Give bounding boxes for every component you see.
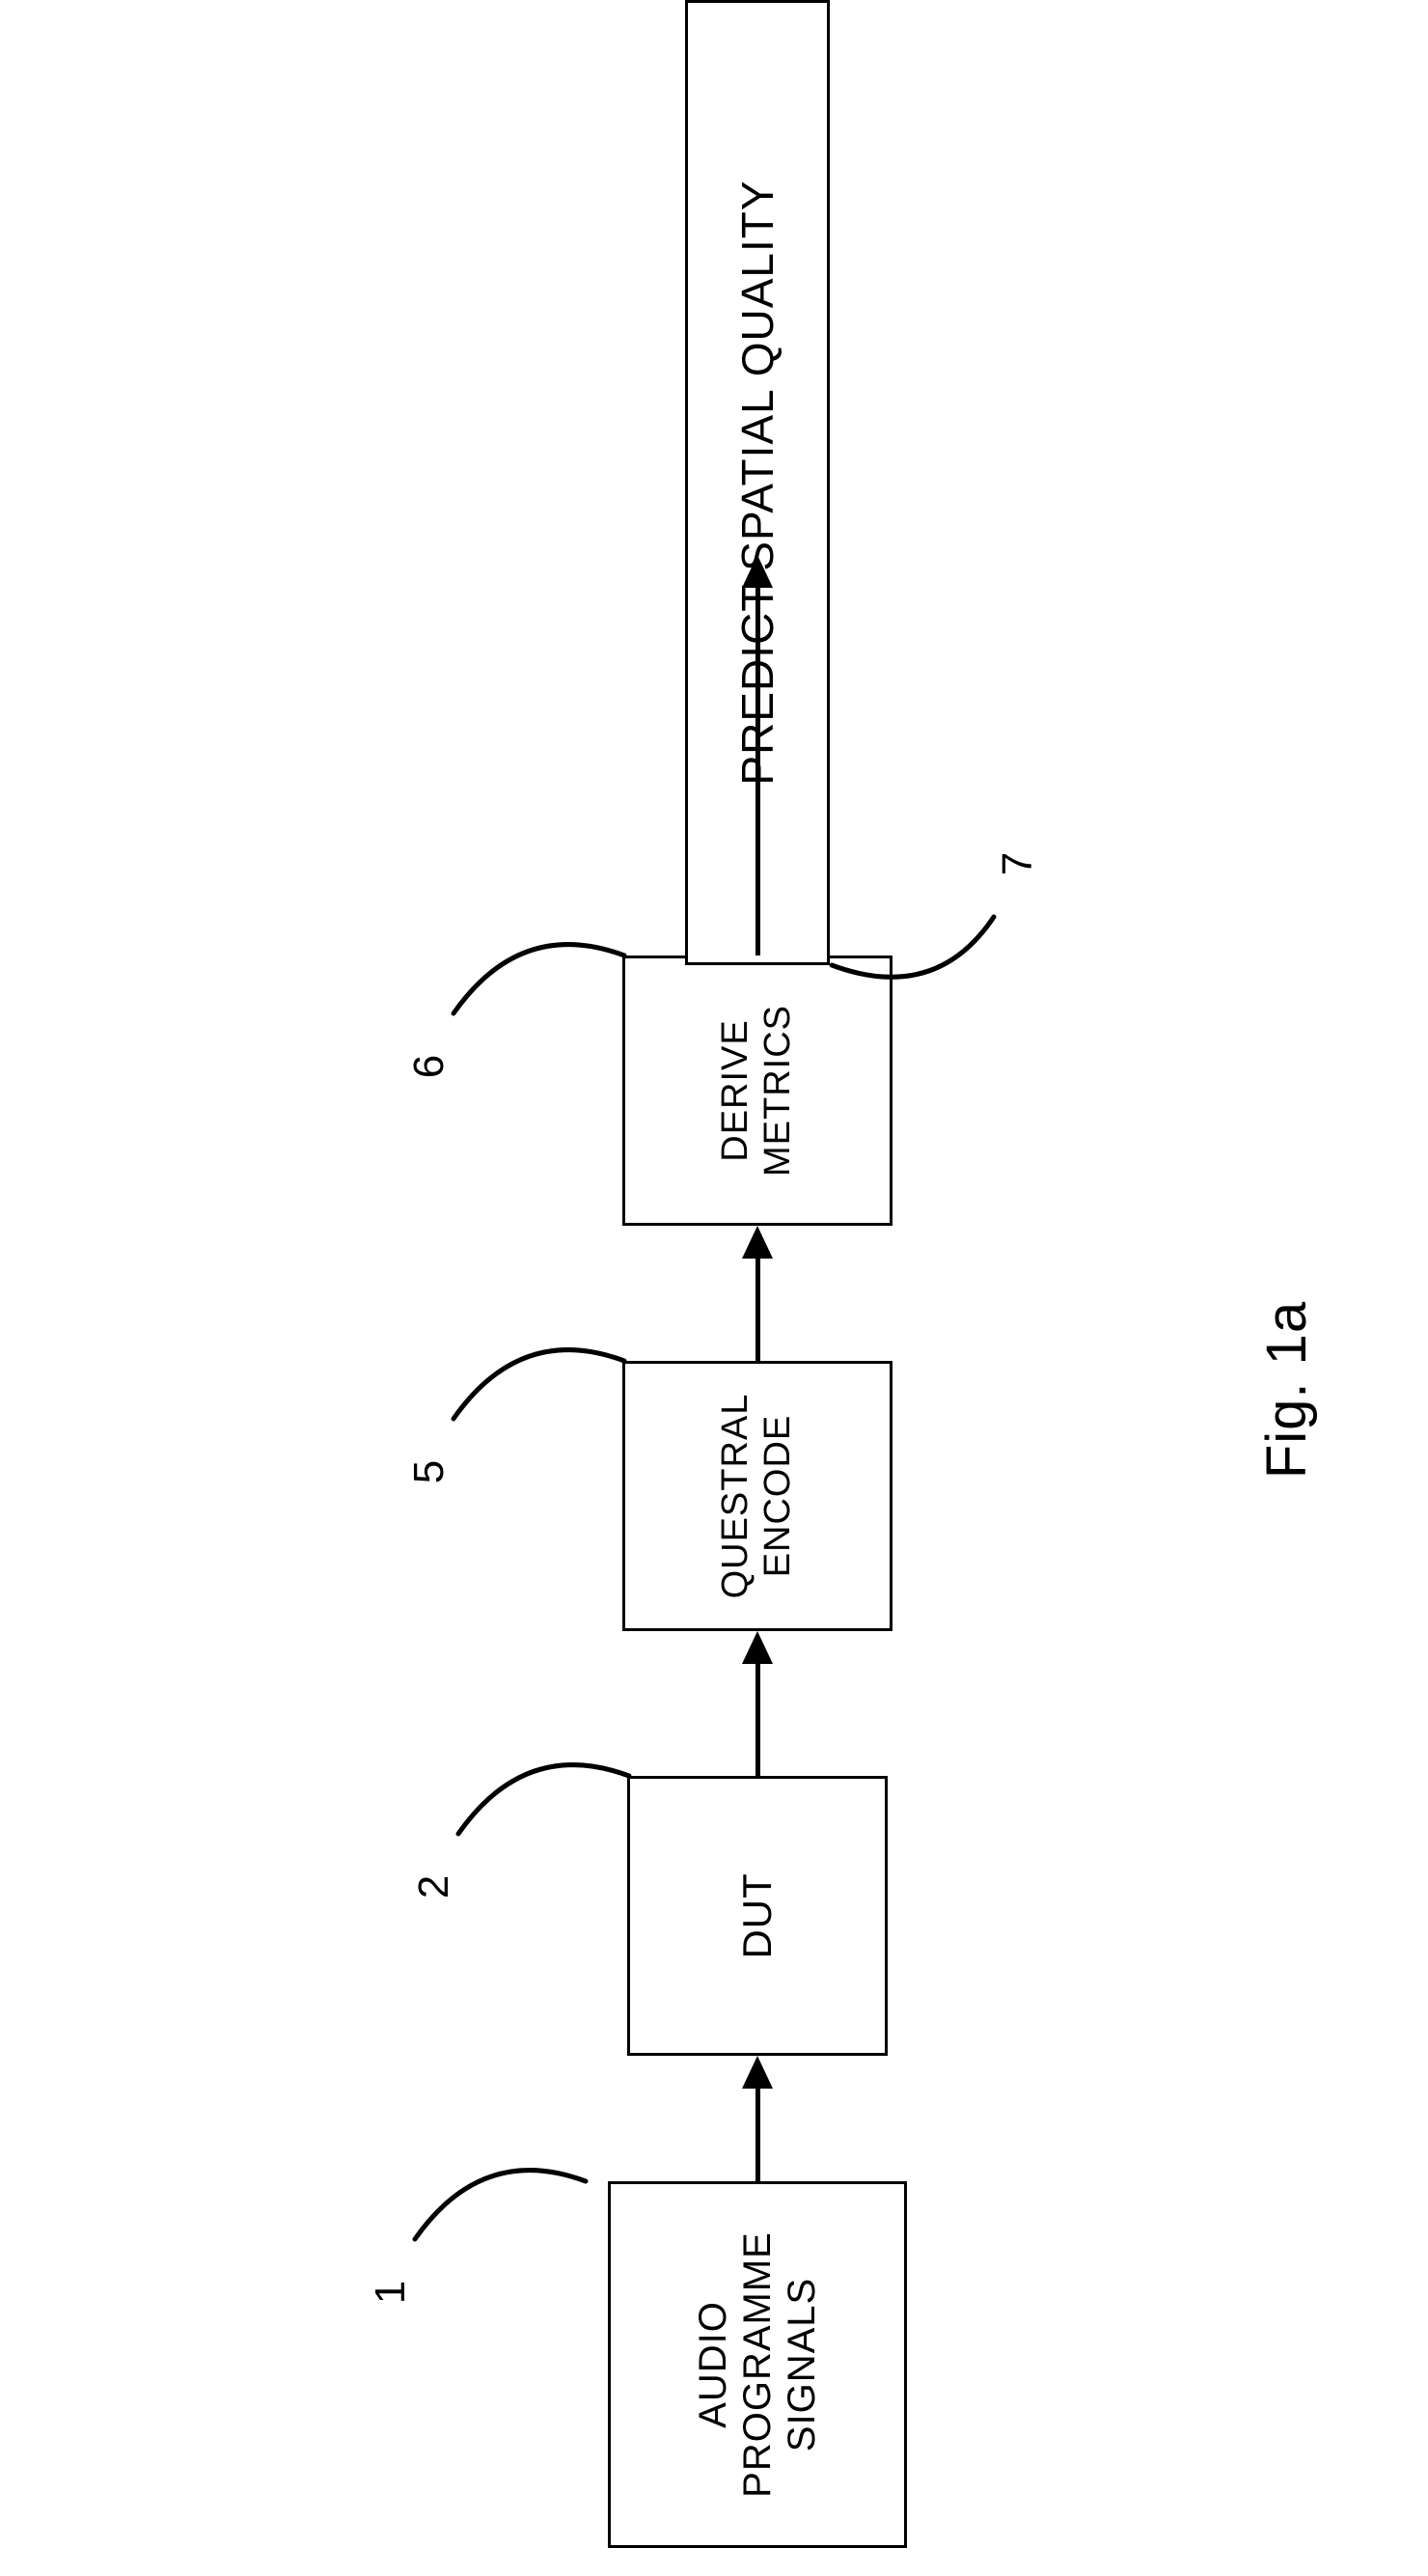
arrow-head-icon: [742, 2056, 773, 2089]
figure-caption: Fig. 1a: [1254, 1274, 1332, 1506]
arrow-shaft: [755, 1259, 760, 1361]
ref-number-6: 6: [405, 1038, 453, 1095]
arrow-head-icon: [742, 1226, 773, 1259]
leader-line-5: [444, 1313, 634, 1428]
block-label: DERIVEMETRICS: [715, 1005, 799, 1177]
block-label: QUESTRALENCODE: [715, 1394, 799, 1599]
ref-number-5: 5: [405, 1443, 453, 1501]
ref-number-2: 2: [410, 1858, 458, 1916]
block-label: DUT: [734, 1872, 781, 1958]
arrow-shaft: [755, 1664, 760, 1776]
leader-line-1: [405, 2133, 595, 2249]
ref-number-1: 1: [367, 2263, 415, 2321]
leader-line-7: [822, 907, 1003, 1013]
arrow-shaft: [755, 2089, 760, 2181]
block-dut: DUT: [627, 1776, 888, 2056]
block-questral-encode: QUESTRALENCODE: [622, 1361, 892, 1631]
ref-number-7: 7: [994, 835, 1042, 893]
arrow-shaft: [755, 588, 760, 956]
block-label: AUDIOPROGRAMMESIGNALS: [691, 2231, 824, 2498]
block-audio-programme-signals: AUDIOPROGRAMMESIGNALS: [608, 2181, 907, 2548]
arrow-head-icon: [742, 1631, 773, 1664]
arrow-head-icon: [742, 555, 773, 588]
leader-line-2: [449, 1728, 639, 1843]
flowchart: AUDIOPROGRAMMESIGNALS 1 DUT 2 QUESTRALEN…: [0, 0, 1428, 2576]
leader-line-6: [444, 907, 634, 1023]
